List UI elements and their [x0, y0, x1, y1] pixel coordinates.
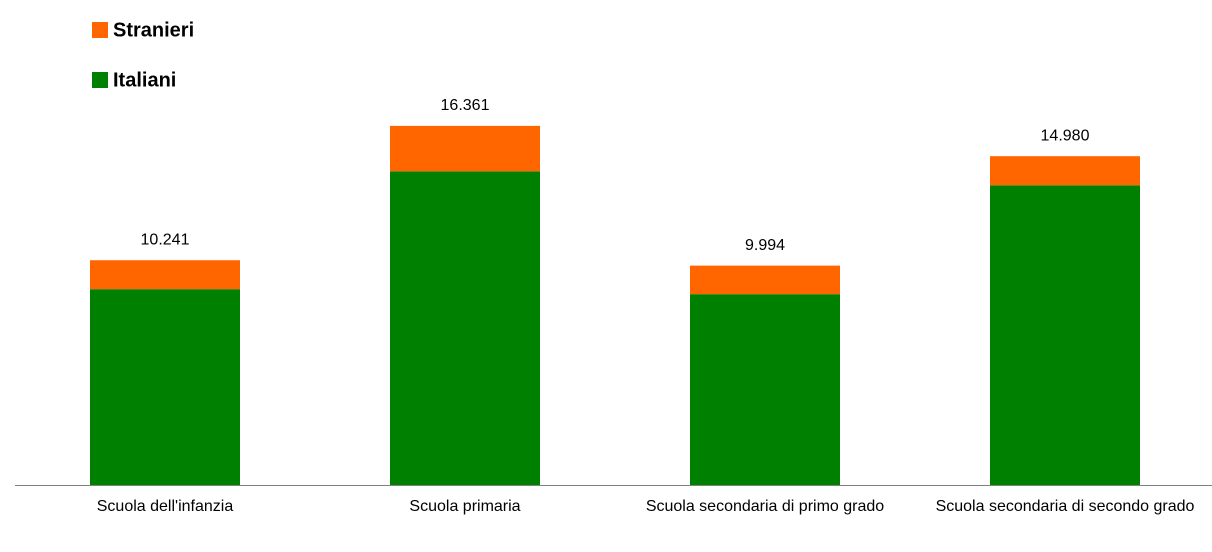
legend-swatch [92, 22, 108, 38]
legend-swatch [92, 72, 108, 88]
x-tick-label: Scuola secondaria di primo grado [645, 498, 885, 515]
x-tick-label: Scuola dell'infanzia [96, 498, 234, 515]
bar-segment [390, 125, 540, 172]
total-label: 10.241 [141, 231, 190, 248]
total-label: 9.994 [745, 237, 785, 254]
legend-label: Stranieri [113, 19, 194, 41]
x-tick-label: Scuola secondaria di secondo grado [935, 498, 1195, 515]
bar-segment [690, 265, 840, 295]
total-label: 14.980 [1041, 127, 1090, 144]
total-label: 16.361 [441, 97, 490, 114]
x-tick-label: Scuola primaria [409, 498, 521, 515]
bar-segment [990, 156, 1140, 186]
bar-segment [90, 260, 240, 290]
bar-segment [690, 294, 840, 485]
bar-segment [90, 289, 240, 485]
legend-label: Italiani [113, 69, 176, 91]
bar-segment [990, 185, 1140, 485]
bar-segment [390, 171, 540, 486]
